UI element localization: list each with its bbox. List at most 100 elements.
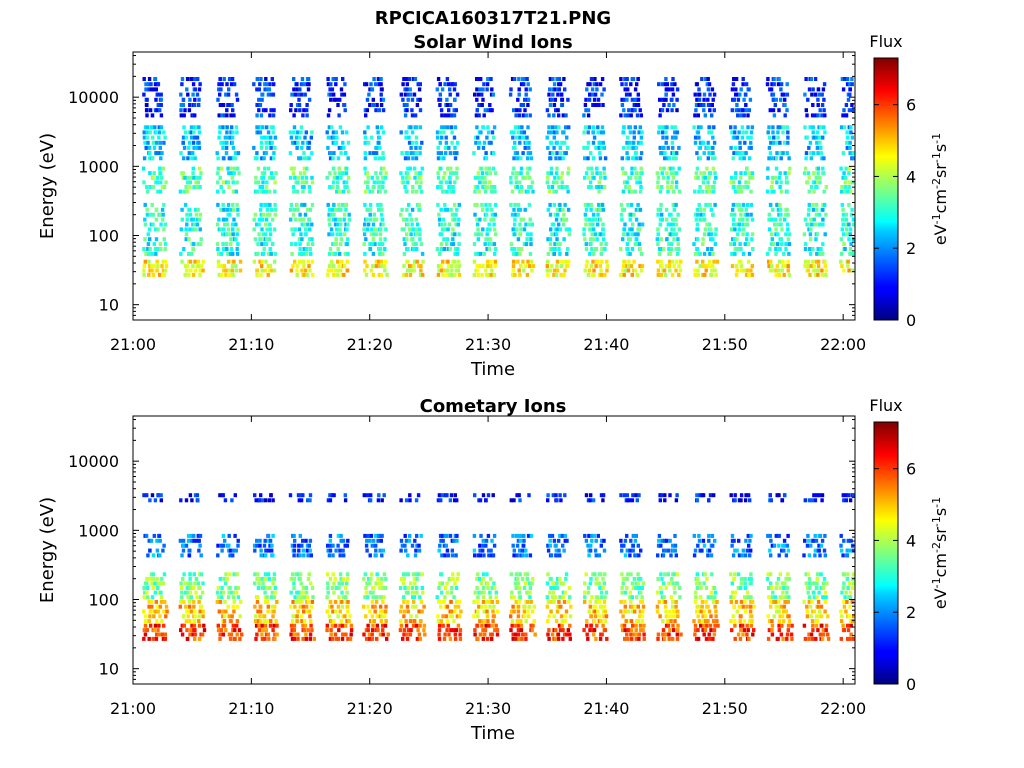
flux-cell [379,125,384,130]
flux-cell [474,140,478,145]
flux-cell [666,189,670,194]
flux-cell [566,189,570,194]
flux-cell [840,264,844,269]
flux-cell [664,130,668,135]
flux-cell [676,628,680,633]
flux-cell [374,151,379,156]
flux-cell [264,259,268,264]
flux-cell [457,614,462,619]
flux-cell [379,581,383,586]
flux-cell [518,222,522,227]
flux-cell [155,632,159,637]
flux-cell [779,212,783,217]
flux-cell [370,135,374,140]
flux-cell [472,272,476,277]
flux-cell [518,498,522,503]
flux-cell [220,595,224,600]
flux-cell [481,572,486,577]
flux-cell [234,92,239,97]
x-tick-label: 21:10 [228,335,274,354]
flux-cell [555,242,560,247]
flux-cell [583,237,587,242]
flux-cell [510,590,514,595]
flux-cell [219,251,223,256]
flux-cell [421,259,425,264]
flux-cell [841,151,845,156]
flux-cell [418,151,422,156]
flux-cell [777,272,782,277]
flux-cell [485,232,489,237]
flux-cell [383,609,388,614]
flux-cell [155,538,159,543]
flux-cell [365,227,370,232]
flux-cell [696,212,700,217]
flux-cell [270,543,274,548]
flux-cell [745,268,750,273]
flux-cell [163,247,167,251]
flux-cell [413,581,417,586]
flux-cell [619,247,623,251]
flux-cell [308,538,313,543]
flux-cell [564,151,568,156]
flux-cell [292,533,296,538]
flux-cell [701,272,705,277]
flux-cell [327,92,331,97]
flux-cell [157,632,162,637]
flux-cell [677,189,682,194]
flux-cell [300,237,304,242]
flux-cell [162,140,166,145]
flux-cell [345,242,349,247]
flux-cell [339,538,343,543]
flux-cell [708,92,712,97]
flux-cell [511,268,515,273]
flux-cell [635,103,639,107]
flux-cell [230,125,234,130]
flux-cell [642,632,646,637]
flux-cell [227,543,231,548]
flux-cell [713,202,717,207]
flux-cell [560,533,565,538]
flux-cell [374,543,378,548]
flux-cell [557,636,561,641]
flux-cell [846,97,851,102]
flux-cell [548,590,552,595]
flux-cell [196,498,200,503]
flux-cell [413,259,417,264]
flux-cell [201,268,205,273]
flux-cell [192,242,196,247]
flux-cell [374,548,378,553]
flux-cell [487,166,491,171]
flux-cell [298,572,303,577]
flux-cell [197,623,202,628]
flux-cell [182,125,186,130]
flux-cell [708,103,713,107]
flux-cell [188,212,193,217]
flux-cell [519,103,523,107]
flux-cell [376,498,381,503]
flux-cell [660,151,664,156]
flux-cell [401,581,406,586]
flux-cell [328,222,332,227]
flux-cell [602,185,607,189]
flux-cell [290,140,295,145]
flux-cell [416,82,420,87]
flux-cell [235,623,239,628]
flux-cell [367,92,371,97]
flux-cell [258,207,263,212]
flux-cell [624,171,628,176]
flux-cell [519,533,523,538]
flux-cell [639,590,643,595]
flux-cell [411,572,416,577]
x-tick-label: 21:00 [110,335,156,354]
flux-cell [564,576,568,581]
flux-cell [326,145,330,150]
flux-cell [257,576,261,581]
flux-cell [289,217,293,222]
flux-cell [411,227,415,232]
flux-cell [371,272,376,277]
flux-cell [695,237,700,242]
flux-cell [255,268,259,273]
flux-cell [292,189,296,194]
flux-cell [851,217,856,222]
flux-cell [270,548,274,553]
